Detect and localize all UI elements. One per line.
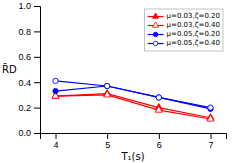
legend-item: μ=0.03,ζ=0.20 (148, 12, 220, 20)
point (156, 95, 161, 100)
x-axis-tick-mark (159, 133, 160, 139)
legend-marker (153, 41, 158, 46)
y-axis-tick: 0.4 (18, 78, 40, 88)
y-axis-tick: 0.8 (18, 27, 40, 37)
point (207, 115, 214, 121)
legend-label: μ=0.03,ζ=0.40 (167, 21, 220, 29)
y-axis-tick-label: 0.2 (18, 103, 31, 113)
x-axis: 4 5 6 7 (41, 133, 227, 150)
y-axis-tick: 1.0 (18, 1, 40, 11)
plot: 45670.00.20.40.60.81.0μ=0.03,ζ=0.20μ=0.0… (18, 1, 226, 150)
y-axis-tick: 0.0 (18, 128, 40, 138)
y-axis-line (34, 7, 41, 134)
legend-label: μ=0.05,ζ=0.40 (167, 39, 220, 47)
x-axis-tick-mark (107, 133, 108, 139)
x-axis-line (41, 134, 227, 140)
line (56, 95, 211, 119)
point (105, 83, 110, 88)
y-axis-tick-label: 0.0 (18, 128, 31, 138)
x-axis-tick-label: 5 (105, 140, 110, 150)
y-axis-tick: 0.6 (18, 52, 40, 62)
legend-label: μ=0.05,ζ=0.20 (167, 30, 220, 38)
y-axis: 0.0 0.2 0.4 0.6 0.8 1.0 (18, 1, 40, 138)
x-axis-tick: 5 (105, 133, 110, 150)
legend-marker (153, 32, 158, 37)
x-axis-title: T₁(s) (120, 151, 144, 162)
x-axis-tick: 7 (208, 133, 213, 150)
marks (52, 78, 214, 121)
line (56, 94, 211, 118)
x-axis-tick: 6 (157, 133, 162, 150)
y-axis-tick-mark (34, 82, 40, 83)
y-axis-tick-mark (34, 57, 40, 58)
legend-label: μ=0.03,ζ=0.20 (167, 12, 220, 20)
y-axis-tick-mark (34, 6, 40, 7)
series (52, 91, 214, 121)
y-axis-tick-mark (34, 31, 40, 32)
legend-box (145, 9, 223, 51)
y-axis-tick-mark (34, 133, 40, 134)
point (53, 88, 58, 93)
line (56, 86, 211, 109)
y-axis-title: R̄D (2, 63, 17, 75)
legend-item: μ=0.05,ζ=0.40 (148, 39, 220, 47)
x-axis-tick: 4 (53, 133, 58, 150)
point (105, 83, 110, 88)
series (53, 83, 213, 111)
legend-marker (153, 22, 159, 27)
legend-marker (153, 13, 159, 18)
legend-item: μ=0.03,ζ=0.40 (148, 21, 220, 29)
legend-item: μ=0.05,ζ=0.20 (148, 30, 220, 38)
y-axis-tick: 0.2 (18, 103, 40, 113)
x-axis-tick-mark (211, 133, 212, 139)
point (104, 91, 111, 97)
y-axis-tick-mark (34, 108, 40, 109)
y-axis-tick-label: 0.8 (18, 27, 31, 37)
point (53, 78, 58, 83)
x-axis-tick-mark (56, 133, 57, 139)
x-axis-tick-label: 7 (208, 140, 213, 150)
point (155, 106, 162, 112)
y-axis-tick-label: 0.6 (18, 52, 31, 62)
x-axis-tick-label: 4 (53, 140, 58, 150)
line (56, 81, 211, 108)
y-axis-tick-label: 0.4 (18, 78, 31, 88)
legend: μ=0.03,ζ=0.20μ=0.03,ζ=0.40μ=0.05,ζ=0.20μ… (145, 9, 223, 51)
series (53, 78, 213, 110)
point (208, 105, 213, 110)
chart: 45670.00.20.40.60.81.0μ=0.03,ζ=0.20μ=0.0… (0, 0, 234, 163)
y-axis-tick-label: 1.0 (18, 1, 31, 11)
x-axis-tick-label: 6 (157, 140, 162, 150)
point (156, 95, 161, 100)
